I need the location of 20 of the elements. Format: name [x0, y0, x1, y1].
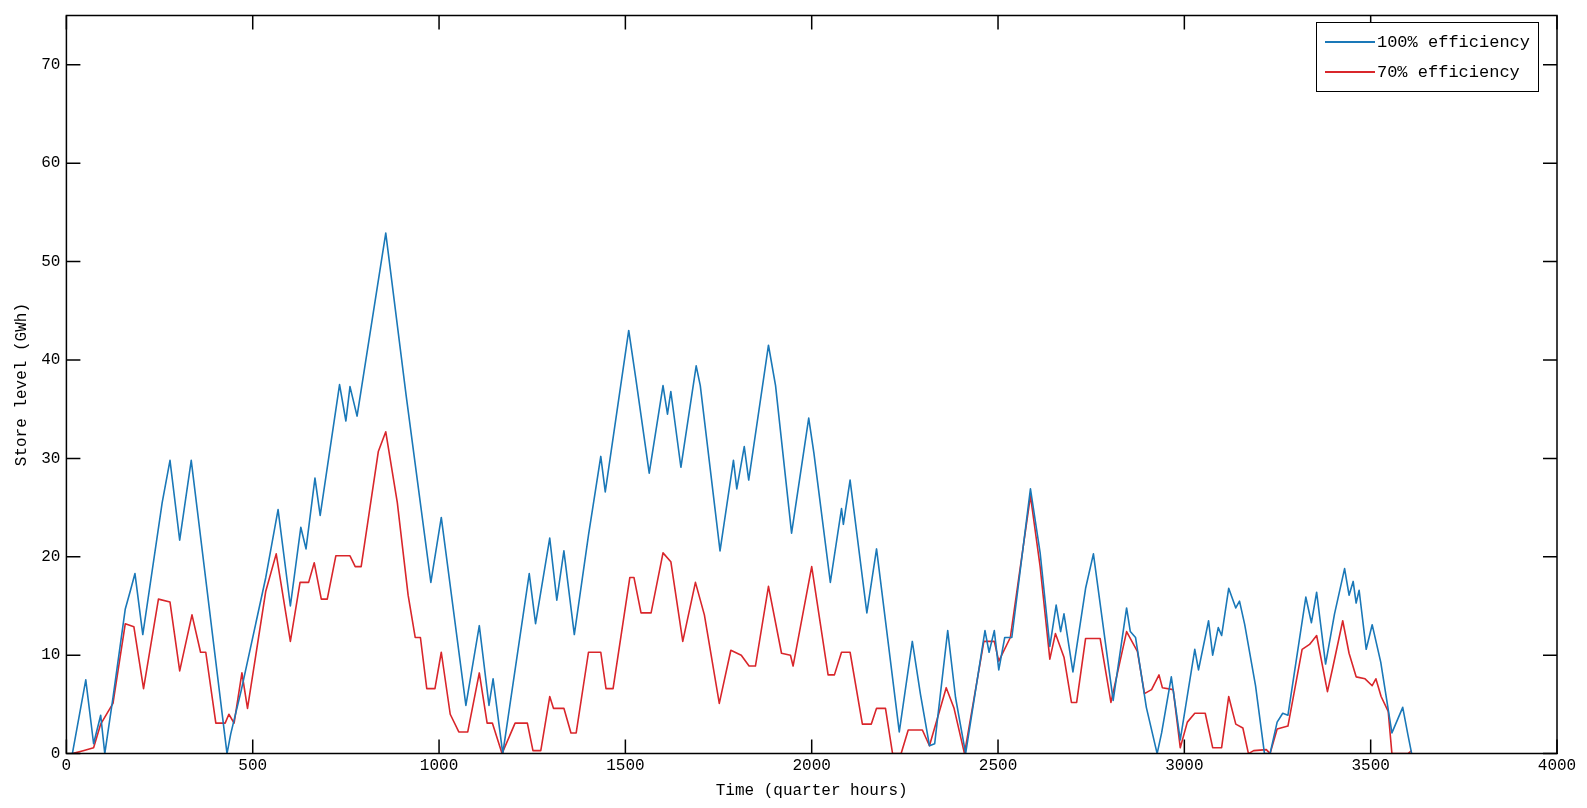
x-tick-label: 500 [238, 757, 268, 776]
legend-label: 70% efficiency [1376, 62, 1520, 82]
y-tick-label: 50 [41, 252, 61, 271]
x-axis-title: Time (quarter hours) [715, 781, 908, 800]
x-tick-label: 1500 [606, 757, 645, 776]
y-tick-label: 0 [50, 744, 61, 763]
y-tick-label: 60 [41, 154, 61, 173]
y-axis-title: Store level (GWh) [12, 302, 31, 467]
x-tick-label: 2000 [792, 757, 831, 776]
y-tick-label: 10 [41, 646, 61, 665]
x-tick-label: 1000 [419, 757, 459, 776]
y-tick-label: 70 [41, 56, 61, 75]
x-tick-label: 3500 [1351, 757, 1390, 776]
y-tick-label: 40 [41, 351, 61, 370]
y-tick-label: 30 [41, 449, 61, 468]
x-tick-label: 2500 [978, 757, 1018, 776]
x-tick-label: 4000 [1537, 757, 1577, 776]
x-tick-label: 3000 [1165, 757, 1204, 776]
legend-label: 100% efficiency [1376, 32, 1530, 52]
y-tick-label: 20 [41, 548, 61, 567]
